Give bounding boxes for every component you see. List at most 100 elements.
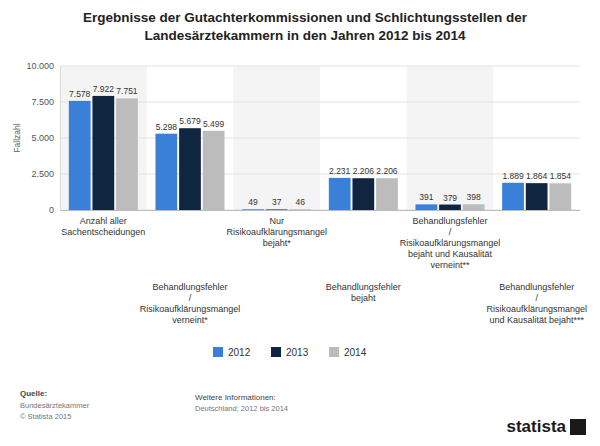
title: Ergebnisse der Gutachterkommissionen und… [83,10,528,43]
y-axis-line [60,67,61,211]
y-tick: 2.500 [31,169,60,179]
x-axis-line [61,210,581,211]
x-tick-label-line: verneint** [430,260,470,270]
logo-icon [570,419,586,435]
x-tick-label: NurRisikoaufklärungsmangelbejaht* [226,216,327,248]
bar [352,178,374,210]
footer: Quelle: Bundesärztekammer © Statista 2015 W… [20,389,567,436]
x-tick-label-line: / [535,293,538,303]
y-axis-title: Fallzahl [12,123,22,152]
data-label: 2.206 [353,166,375,176]
data-label: 7.751 [116,86,138,96]
grid-line [60,102,580,103]
footer-text: Quelle: [20,389,47,398]
y-tick-label: 5.000 [31,133,54,143]
bar [116,98,138,210]
x-tick-label-line: und Kausalität bejaht*** [489,315,584,325]
x-tick-label-line: Risikoaufklärungsmangel [140,304,241,314]
legend-label: 2014 [344,347,367,358]
y-tick: 7.500 [31,97,60,107]
plot-band [60,66,147,210]
x-tick-label-line: verneint* [172,315,208,325]
x-tick-label: Behandlungsfehlerbejaht [326,282,401,303]
legend-swatch [213,347,223,357]
title-line: Ergebnisse der Gutachterkommissionen und… [83,10,528,25]
data-label: 49 [248,197,258,207]
x-tick-label-line: / [449,227,452,237]
data-labels: 7.5785.298492.2313911.8897.9225.679372.2… [69,84,571,208]
data-label: 5.298 [156,122,178,132]
chart: Ergebnisse der Gutachterkommissionen und… [0,0,600,446]
bar [289,209,311,210]
bar [463,204,485,210]
x-tick: Behandlungsfehlerbejaht [326,210,401,303]
data-label: 1.889 [502,171,524,181]
x-tick-label-line: Sachentscheidungen [61,227,145,237]
legend-label: 2012 [228,347,251,358]
bar [549,183,571,210]
data-label: 7.578 [69,89,91,99]
grid-line [60,210,580,211]
bar [155,134,177,210]
footer-text: Bundesärztekammer [20,401,90,410]
y-tick: 10.000 [26,61,60,71]
data-label: 1.854 [550,171,572,181]
bar [203,131,225,210]
x-tick: Behandlungsfehler/Risikoaufklärungsmange… [140,210,241,325]
grid-line [60,66,580,67]
data-label: 391 [419,192,433,202]
bar [92,96,114,210]
y-tick: 0 [49,205,60,215]
data-label: 37 [272,197,282,207]
x-tick-label-line: Risikoaufklärungsmangel [486,304,587,314]
y-tick-label: 10.000 [26,61,54,71]
data-label: 5.499 [203,119,225,129]
data-label: 7.922 [93,84,115,94]
x-tick-label-line: bejaht und Kausalität [408,249,493,259]
bars [69,96,571,210]
x-tick-label-line: Risikoaufklärungsmangel [400,238,501,248]
x-tick-label-line: / [189,293,192,303]
logo: statista [506,417,566,436]
data-label: 1.864 [526,171,548,181]
x-tick-label: Behandlungsfehler/Risikoaufklärungsmange… [140,282,241,325]
bar [266,209,288,210]
x-tick-label-line: Behandlungsfehler [326,282,401,292]
data-label: 2.231 [329,166,351,176]
x-tick-label: Behandlungsfehler/Risikoaufklärungsmange… [486,282,587,325]
footer-text: © Statista 2015 [20,412,71,421]
bar [242,209,264,210]
grid-line [60,138,580,139]
data-label: 46 [296,197,306,207]
title-line: Landesärztekammern in den Jahren 2012 bi… [144,28,466,43]
x-tick: Behandlungsfehler/Risikoaufklärungsmange… [400,210,501,270]
x-tick-label-line: Nur [269,216,284,226]
y-tick-label: 0 [49,205,54,215]
bar [502,183,524,210]
legend-label: 2013 [286,347,309,358]
data-label: 398 [467,192,481,202]
x-tick-label-line: bejaht* [263,238,292,248]
legend-swatch [271,347,281,357]
footer-text: Deutschland; 2012 bis 2014 [195,404,288,413]
bar [69,101,91,210]
x-tick-label: Behandlungsfehler/Risikoaufklärungsmange… [400,216,501,270]
x-tick-label: Anzahl allerSachentscheidungen [61,216,145,237]
bar [179,128,201,210]
data-label: 379 [443,193,457,203]
bar [376,178,398,210]
footer-text: Weitere Informationen: [195,393,276,402]
x-axis: Anzahl allerSachentscheidungen Behandlung… [61,210,587,325]
x-tick: Behandlungsfehler/Risikoaufklärungsmange… [486,210,587,325]
y-axis: 0 2.500 5.000 7.500 10.000 [26,61,60,215]
y-tick-label: 7.500 [31,97,54,107]
x-tick-label-line: Risikoaufklärungsmangel [226,227,327,237]
x-tick: NurRisikoaufklärungsmangelbejaht* [226,210,327,248]
y-tick: 5.000 [31,133,60,143]
legend: 2012 2013 2014 [213,347,367,358]
x-tick-label-line: Anzahl aller [80,216,127,226]
bar [526,183,548,210]
x-tick: Anzahl allerSachentscheidungen [61,210,145,237]
grid [60,66,580,210]
bar [329,178,351,210]
